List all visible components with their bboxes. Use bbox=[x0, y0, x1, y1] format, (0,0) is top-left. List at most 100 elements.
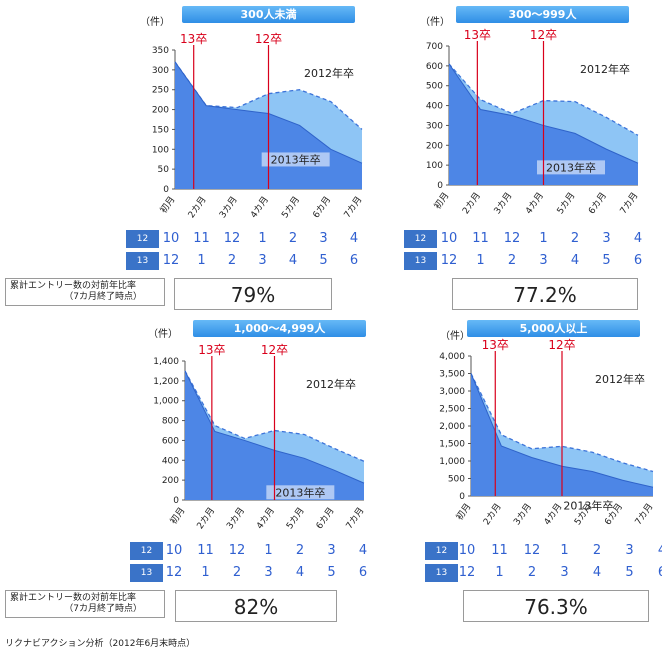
chart-title: 300～999人 bbox=[456, 6, 629, 23]
month-cell: 11 bbox=[472, 231, 489, 246]
month-cell: 4 bbox=[288, 253, 298, 268]
area-2013 bbox=[471, 373, 653, 496]
month-cell: 10 bbox=[440, 231, 458, 246]
y-tick-label: 0 bbox=[459, 492, 465, 502]
month-cell: 10 bbox=[165, 543, 183, 558]
month-cell: 4 bbox=[358, 543, 368, 558]
x-tick-label: 初月 bbox=[453, 501, 473, 523]
marker13-label: 13卒 bbox=[464, 28, 491, 42]
month-cell: 11 bbox=[193, 231, 210, 246]
month-cell: 12 bbox=[503, 231, 521, 246]
ratio-label-line1: 累計エントリー数の対前年比率 bbox=[10, 281, 137, 291]
month-cell: 1 bbox=[258, 231, 267, 246]
marker12-label: 12卒 bbox=[255, 32, 282, 46]
chart-title: 5,000人以上 bbox=[467, 320, 640, 337]
ratio-value: 79% bbox=[174, 278, 332, 310]
chart-title: 1,000～4,999人 bbox=[193, 320, 366, 337]
month-cell: 3 bbox=[602, 231, 611, 246]
y-tick-label: 2,000 bbox=[439, 422, 465, 432]
month-cell: 4 bbox=[592, 565, 602, 580]
y-tick-label: 1,400 bbox=[153, 357, 179, 367]
unit-label: （件） bbox=[440, 331, 470, 342]
y-tick-label: 300 bbox=[426, 121, 443, 131]
y-tick-label: 250 bbox=[152, 86, 169, 96]
month-cell: 11 bbox=[491, 543, 508, 558]
marker12-label: 12卒 bbox=[548, 338, 575, 352]
month-cell: 2 bbox=[295, 543, 305, 558]
y-tick-label: 3,000 bbox=[439, 387, 465, 397]
month-cell: 12 bbox=[228, 543, 246, 558]
month-cell: 2 bbox=[288, 231, 298, 246]
month-cell: 6 bbox=[349, 253, 359, 268]
series-label-2012: 2012年卒 bbox=[580, 62, 630, 76]
month-cell: 2 bbox=[232, 565, 242, 580]
y-tick-label: 600 bbox=[426, 62, 443, 72]
area-2013 bbox=[449, 63, 638, 185]
month-cell: 4 bbox=[633, 231, 643, 246]
ratio-label-line2: （7カ月終了時点） bbox=[64, 292, 142, 302]
y-tick-label: 500 bbox=[426, 82, 443, 92]
month-cell: 1 bbox=[197, 253, 206, 268]
y-tick-label: 100 bbox=[426, 161, 443, 171]
chart-title: 300人未満 bbox=[182, 6, 355, 23]
month-cell: 4 bbox=[570, 253, 580, 268]
y-tick-label: 1,000 bbox=[439, 457, 465, 467]
y-tick-label: 1,000 bbox=[153, 397, 179, 407]
month-cell: 1 bbox=[264, 543, 273, 558]
x-tick-label: 3カ月 bbox=[512, 501, 535, 527]
month-cell: 6 bbox=[358, 565, 368, 580]
marker12-label: 12卒 bbox=[261, 343, 288, 357]
ratio-value: 77.2% bbox=[452, 278, 638, 310]
series-label-2013: 2013年卒 bbox=[271, 152, 321, 166]
month-cell: 12 bbox=[162, 253, 180, 268]
ratio-value: 82% bbox=[175, 590, 337, 622]
x-tick-label: 7カ月 bbox=[633, 501, 656, 527]
month-cell: 2 bbox=[592, 543, 602, 558]
y-tick-label: 0 bbox=[437, 181, 443, 191]
month-cell: 12 bbox=[458, 565, 476, 580]
marker13-label: 13卒 bbox=[198, 343, 225, 357]
year-badge-row13: 13 bbox=[425, 564, 458, 582]
marker12-label: 12卒 bbox=[530, 28, 557, 42]
unit-label: （件） bbox=[420, 17, 450, 28]
year-badge-row12: 12 bbox=[126, 230, 159, 248]
y-tick-label: 300 bbox=[152, 66, 169, 76]
series-label-2013: 2013年卒 bbox=[563, 499, 613, 513]
month-cell: 2 bbox=[227, 253, 237, 268]
month-cell: 3 bbox=[625, 543, 634, 558]
line-2012 bbox=[448, 63, 639, 136]
month-cell: 2 bbox=[570, 231, 580, 246]
ratio-value: 76.3% bbox=[463, 590, 649, 622]
month-cell: 4 bbox=[651, 541, 662, 561]
month-cell: 3 bbox=[258, 253, 267, 268]
month-cell: 3 bbox=[319, 231, 328, 246]
month-cell: 6 bbox=[633, 253, 643, 268]
month-cell: 5 bbox=[327, 565, 336, 580]
source-note: リクナビアクション分析（2012年6月末時点） bbox=[5, 639, 196, 649]
ratio-label-line2: （7カ月終了時点） bbox=[64, 604, 142, 614]
year-badge-row12: 12 bbox=[425, 542, 458, 560]
year-badge-row12: 12 bbox=[130, 542, 163, 560]
month-cell: 2 bbox=[507, 253, 517, 268]
series-label-bg bbox=[266, 485, 335, 500]
x-tick-label: 2カ月 bbox=[481, 501, 504, 527]
month-cell: 2 bbox=[527, 565, 537, 580]
month-cell: 1 bbox=[560, 543, 569, 558]
ratio-label-line1: 累計エントリー数の対前年比率 bbox=[10, 593, 137, 603]
y-tick-label: 800 bbox=[162, 417, 179, 427]
y-tick-label: 200 bbox=[162, 476, 179, 486]
month-cell: 11 bbox=[197, 543, 214, 558]
y-tick-label: 50 bbox=[158, 165, 170, 175]
series-label-2013: 2013年卒 bbox=[546, 160, 596, 174]
y-tick-label: 200 bbox=[426, 141, 443, 151]
y-tick-label: 2,500 bbox=[439, 405, 465, 415]
y-tick-label: 150 bbox=[152, 125, 169, 135]
y-tick-label: 1,200 bbox=[153, 377, 179, 387]
y-tick-label: 350 bbox=[152, 46, 169, 56]
y-tick-label: 3,500 bbox=[439, 370, 465, 380]
series-label-2012: 2012年卒 bbox=[304, 66, 354, 80]
month-cell: 6 bbox=[651, 563, 662, 583]
year-badge-row13: 13 bbox=[130, 564, 163, 582]
